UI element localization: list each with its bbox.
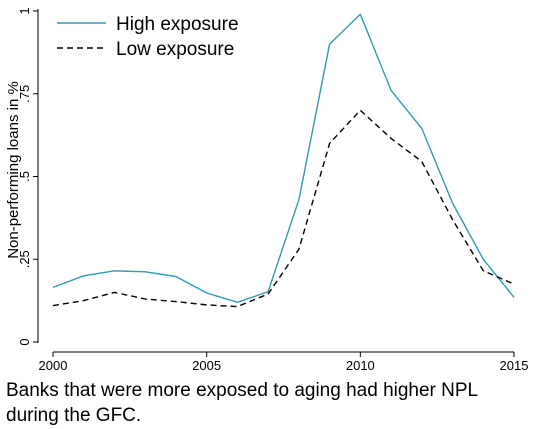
y-tick-label: .5 <box>17 171 32 182</box>
y-tick-label: .75 <box>17 85 32 103</box>
axis-ticks: 0 .25 .5 .75 1 2000 2005 2010 2015 <box>17 7 528 373</box>
chart-legend: High exposure Low exposure <box>57 14 239 60</box>
legend-label-low-exposure: Low exposure <box>116 39 234 60</box>
x-tick-label: 2010 <box>346 358 375 373</box>
x-tick-label: 2005 <box>192 358 221 373</box>
y-tick-label: 0 <box>17 338 32 345</box>
legend-label-high-exposure: High exposure <box>116 14 239 35</box>
series-line-low-exposure <box>52 109 515 308</box>
x-tick-label: 2015 <box>500 358 529 373</box>
y-axis-title: Non-performing loans in % <box>5 81 22 259</box>
series-layer <box>52 13 515 308</box>
y-tick-label: .25 <box>17 250 32 268</box>
figure-caption: Banks that were more exposed to aging ha… <box>6 380 478 426</box>
series-line-high-exposure <box>52 13 515 303</box>
x-tick-label: 2000 <box>39 358 68 373</box>
y-tick-label: 1 <box>17 7 32 14</box>
